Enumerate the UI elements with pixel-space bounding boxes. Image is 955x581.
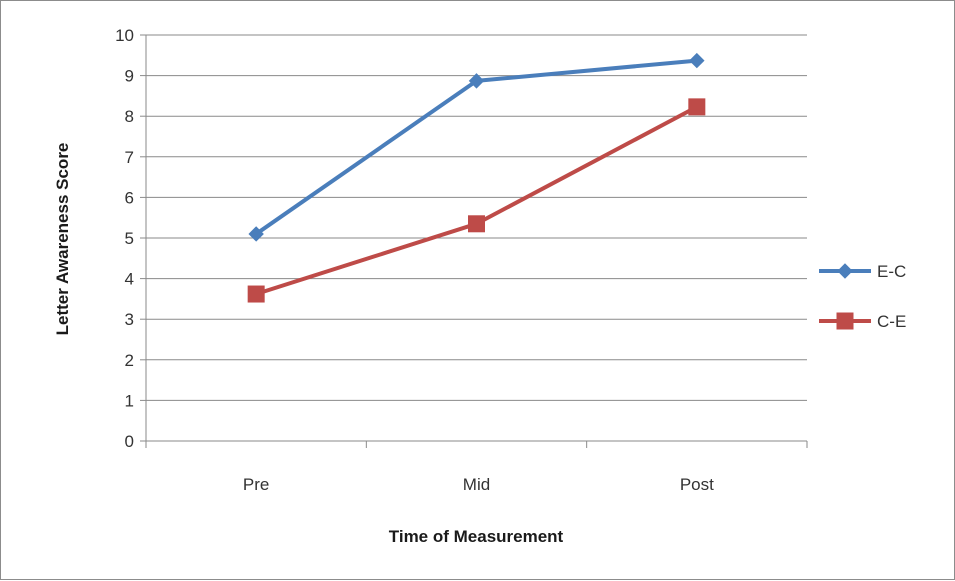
- x-tick-label: Post: [680, 475, 714, 494]
- data-point: [248, 226, 264, 242]
- y-tick-label: 9: [125, 67, 134, 86]
- data-point: [688, 98, 706, 116]
- x-tick-label: Pre: [243, 475, 269, 494]
- series: [247, 52, 706, 303]
- y-tick-label: 1: [125, 391, 134, 410]
- y-tick-labels: 0 1 2 3 4 5 6 7 8 9 10: [115, 26, 134, 451]
- data-point: [468, 73, 485, 89]
- x-axis-title: Time of Measurement: [389, 527, 564, 546]
- x-tick-labels: Pre Mid Post: [243, 475, 714, 494]
- y-tick-label: 2: [125, 351, 134, 370]
- data-point: [247, 285, 265, 303]
- y-tick-label: 4: [125, 270, 134, 289]
- legend-marker: [836, 312, 854, 330]
- series-c-e: [247, 98, 706, 303]
- legend-label: C-E: [877, 312, 906, 331]
- x-tick-label: Mid: [463, 475, 490, 494]
- legend-label: E-C: [877, 262, 906, 281]
- series-e-c: [248, 52, 705, 242]
- y-tick-label: 3: [125, 310, 134, 329]
- series-line: [254, 104, 699, 297]
- y-tick-label: 5: [125, 229, 134, 248]
- data-point: [689, 52, 705, 69]
- legend: E-C C-E: [819, 262, 906, 331]
- legend-item: E-C: [819, 262, 906, 281]
- y-tick-label: 10: [115, 26, 134, 45]
- legend-item: C-E: [819, 312, 906, 331]
- legend-marker: [837, 263, 853, 279]
- axes: [145, 35, 807, 442]
- data-point: [468, 215, 485, 233]
- y-tick-label: 0: [125, 432, 134, 451]
- y-axis-title: Letter Awareness Score: [53, 143, 72, 336]
- gridlines: [140, 34, 808, 448]
- y-tick-label: 6: [125, 188, 134, 207]
- y-tick-label: 8: [125, 107, 134, 126]
- y-tick-label: 7: [125, 148, 134, 167]
